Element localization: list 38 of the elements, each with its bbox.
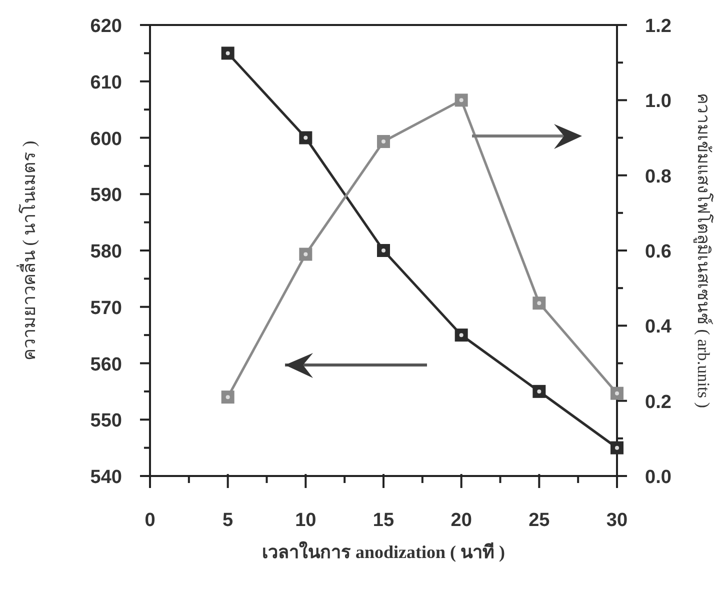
- x-axis-title: เวลาในการ anodization ( นาที ): [262, 541, 506, 562]
- point: [454, 94, 468, 107]
- y2-tick-label: 0.4: [645, 316, 672, 338]
- x-tick-label: 15: [372, 510, 394, 531]
- y2-tick-label: 0.6: [645, 242, 672, 262]
- point: [610, 386, 624, 400]
- x-tick-label: 10: [295, 510, 316, 531]
- y-tick-label: 620: [90, 16, 122, 37]
- point: [221, 390, 234, 404]
- y2-tick-label: 0.8: [645, 166, 672, 188]
- y2-tick-label: 0.2: [645, 392, 672, 413]
- x-tick-label: 25: [528, 510, 550, 531]
- x-tick-label: 5: [222, 510, 234, 531]
- y-tick-label: 600: [90, 128, 122, 150]
- y-tick-label: 540: [90, 467, 122, 488]
- point: [221, 46, 234, 60]
- point: [610, 441, 624, 454]
- point: [532, 384, 546, 398]
- y-axis-title: ความยาวคลื่น ( นาโนเมตร ): [16, 140, 39, 360]
- point: [377, 244, 390, 257]
- point: [377, 135, 390, 148]
- y-tick-label: 560: [90, 354, 122, 376]
- y2-tick-label: 1.2: [645, 16, 672, 37]
- point: [299, 248, 312, 261]
- y-tick-label: 550: [90, 410, 122, 432]
- point: [532, 296, 546, 310]
- y2-axis-title: ความเข้มแสงโฟโตลูมิเนสเซนซ์ ( arb.units ): [693, 92, 714, 408]
- y-tick-label: 590: [90, 185, 122, 206]
- x-tick-label: 0: [144, 510, 156, 531]
- y-tick-label: 570: [90, 298, 122, 319]
- x-tick-label: 20: [450, 510, 472, 531]
- y2-tick-label: 0.0: [645, 467, 672, 488]
- y-tick-label: 580: [90, 242, 122, 262]
- y-tick-label: 610: [90, 72, 122, 94]
- point: [454, 328, 468, 342]
- x-tick-label: 30: [606, 510, 628, 531]
- point: [299, 131, 312, 144]
- y2-tick-label: 1.0: [645, 91, 672, 112]
